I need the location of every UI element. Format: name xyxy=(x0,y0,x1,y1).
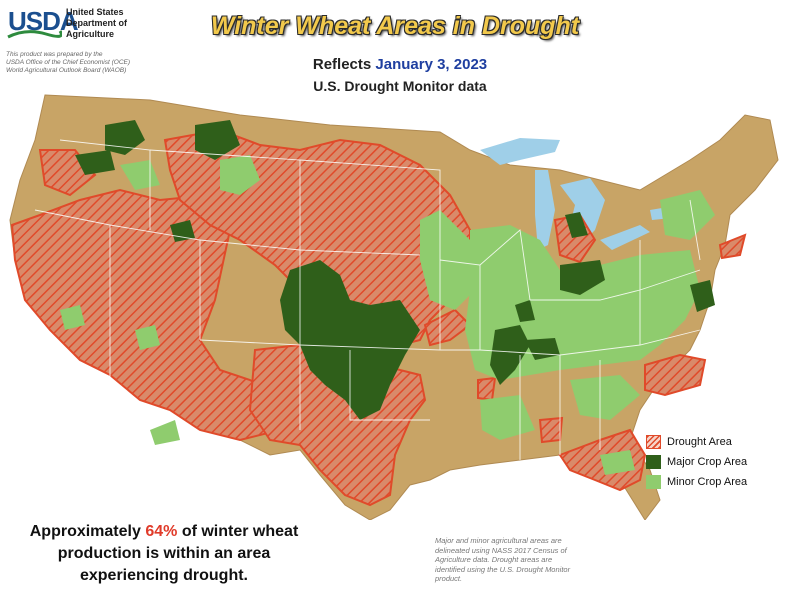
note-line: product. xyxy=(435,574,463,583)
note-line: delineated using NASS 2017 Census of xyxy=(435,545,567,555)
department-line: Department of xyxy=(66,18,128,28)
callout-suffix: of winter wheat xyxy=(181,523,299,540)
note-line: identified using the U.S. Drought Monito… xyxy=(435,564,571,574)
credit-line: World Agricultural Outlook Board (WAOB) xyxy=(6,67,127,74)
note-line: Major and minor agricultural areas are xyxy=(435,536,562,545)
callout-line-3: experiencing drought. xyxy=(79,567,248,584)
reflects-label: Reflects xyxy=(312,56,372,73)
legend-label: Minor Crop Area xyxy=(667,476,748,488)
methodology-note: Major and minor agricultural areas are d… xyxy=(435,536,615,584)
department-line: United States xyxy=(66,7,124,17)
legend-item: Minor Crop Area xyxy=(646,472,747,492)
major-crop-areas xyxy=(75,120,715,420)
light-green-swatch-icon xyxy=(646,475,661,489)
dark-green-swatch-icon xyxy=(646,455,661,469)
callout-line-1: Approximately 64% of winter wheat xyxy=(14,521,314,543)
drought-callout: Approximately 64% of winter wheat produc… xyxy=(14,521,314,587)
page-title: Winter Wheat Areas in Drought xyxy=(210,12,580,40)
usda-swoosh-icon xyxy=(7,30,62,39)
legend-item: Major Crop Area xyxy=(646,452,747,472)
hatched-red-swatch-icon xyxy=(646,435,661,449)
credit-text: This product was prepared by the USDA Of… xyxy=(6,51,166,75)
credit-line: This product was prepared by the xyxy=(6,51,103,58)
department-name: United States Department of Agriculture xyxy=(66,7,156,40)
callout-prefix: Approximately xyxy=(29,523,141,540)
state-borders xyxy=(34,139,701,460)
note-line: Agriculture data. Drought areas are xyxy=(435,555,553,564)
legend-item: Drought Area xyxy=(646,432,747,452)
callout-line-2: production is within an area xyxy=(57,545,271,562)
usda-logo-text: USDA xyxy=(8,6,79,36)
source-line: U.S. Drought Monitor data xyxy=(313,78,487,94)
callout-percent: 64% xyxy=(145,523,178,540)
subtitle-date: Reflects January 3, 2023 xyxy=(200,56,600,73)
great-lakes xyxy=(480,138,680,250)
us-drought-map xyxy=(9,94,779,520)
legend-label: Drought Area xyxy=(667,436,732,448)
date-value: January 3, 2023 xyxy=(375,56,488,73)
legend-label: Major Crop Area xyxy=(667,456,748,468)
department-line: Agriculture xyxy=(66,29,115,39)
credit-line: USDA Office of the Chief Economist (OCE) xyxy=(6,59,131,66)
map-legend: Drought Area Major Crop Area Minor Crop … xyxy=(646,432,747,492)
